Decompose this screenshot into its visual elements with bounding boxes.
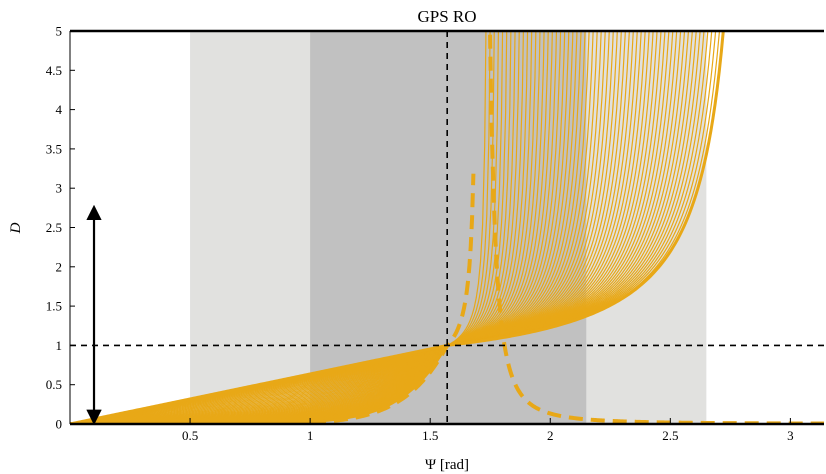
y-axis-ticks: 0 0.5 1 1.5 2 2.5 3 3.5 4 4.5 5 — [46, 24, 75, 432]
family-curve — [70, 31, 670, 424]
family-curve — [70, 31, 646, 424]
y-tick-label: 0 — [56, 417, 63, 432]
y-axis-label: D — [8, 222, 24, 234]
shaded-band-dark — [310, 31, 587, 424]
family-curve — [70, 31, 654, 424]
family-curve — [70, 31, 666, 424]
family-curve — [70, 31, 662, 424]
family-curve — [70, 31, 642, 424]
y-tick-label: 0.5 — [46, 377, 62, 392]
x-tick-label: 2.5 — [662, 428, 678, 443]
y-tick-label: 2 — [56, 259, 63, 274]
shaded-bands — [190, 31, 707, 424]
reference-lines — [70, 31, 824, 424]
y-tick-label: 2.5 — [46, 220, 62, 235]
family-curve — [70, 31, 658, 424]
x-axis-label: Ψ [rad] — [425, 457, 469, 473]
x-tick-label: 3 — [787, 428, 794, 443]
y-tick-label: 5 — [56, 24, 63, 39]
x-tick-label: 1 — [307, 428, 314, 443]
y-tick-label: 1.5 — [46, 299, 62, 314]
x-tick-label: 2 — [547, 428, 554, 443]
chart-title: GPS RO — [417, 7, 476, 26]
y-tick-label: 4 — [56, 102, 63, 117]
y-tick-label: 1 — [56, 338, 63, 353]
family-curve — [70, 31, 678, 424]
x-tick-label: 0.5 — [182, 428, 198, 443]
x-axis-ticks: 0.5 1 1.5 2 2.5 3 — [182, 418, 794, 443]
x-tick-label: 1.5 — [422, 428, 438, 443]
y-tick-label: 3 — [56, 181, 63, 196]
max-curve — [70, 31, 725, 424]
y-tick-label: 3.5 — [46, 141, 62, 156]
family-curve — [70, 31, 650, 424]
family-curve — [70, 31, 638, 424]
y-tick-label: 4.5 — [46, 63, 62, 78]
family-curve — [70, 31, 674, 424]
